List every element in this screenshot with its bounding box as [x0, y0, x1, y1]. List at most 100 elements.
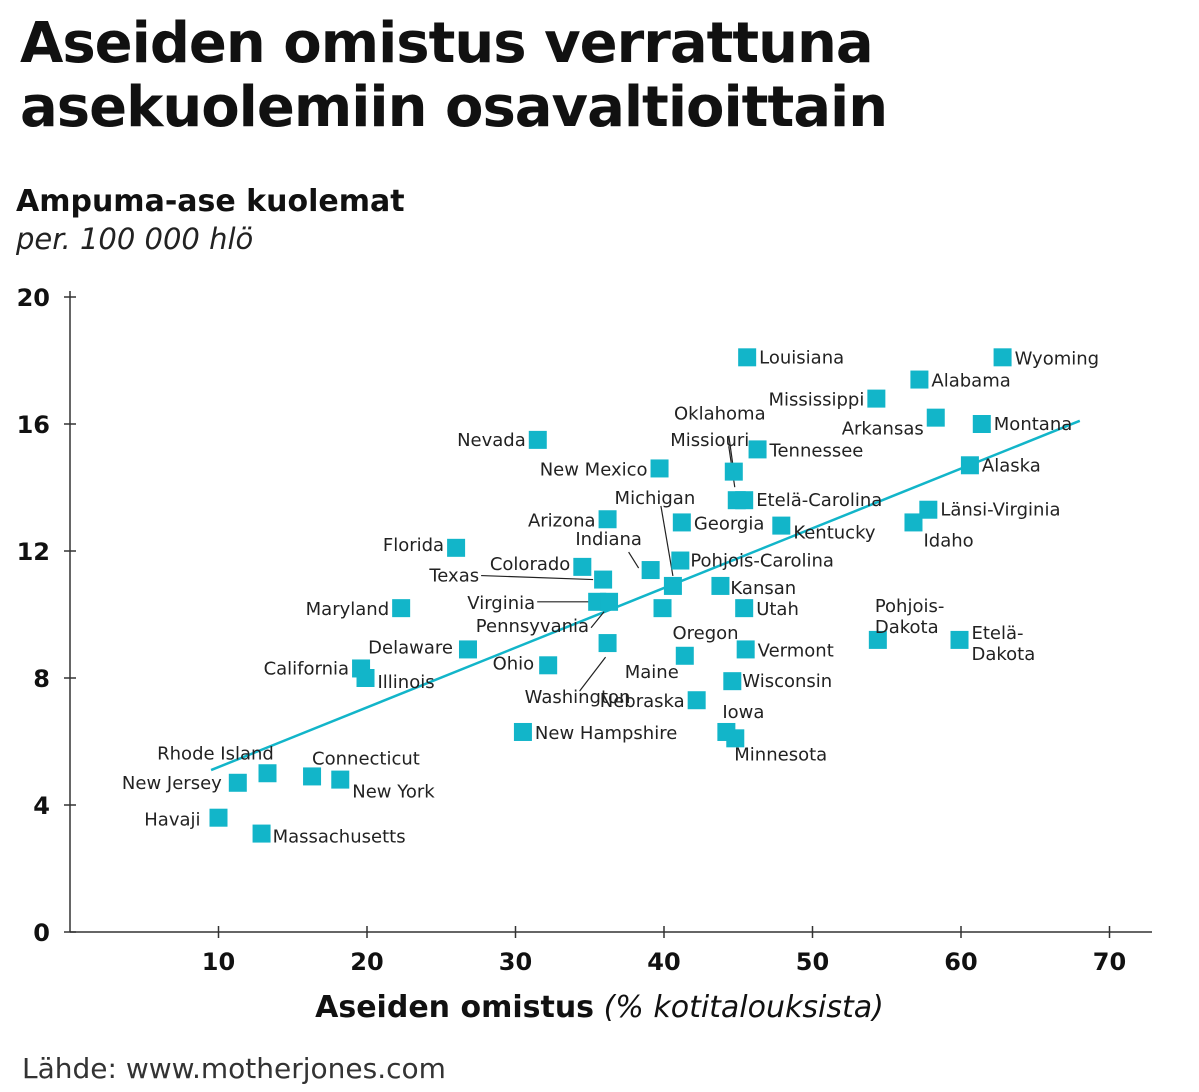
label-tennessee: Tennessee [769, 440, 864, 461]
marker-nebraska [687, 691, 706, 710]
chart-axes: 0 4 8 12 16 20 10 20 30 40 50 60 70 [17, 284, 1152, 976]
label-montana: Montana [994, 414, 1072, 435]
label-new-mexico: New Mexico [540, 459, 648, 480]
label-georgia: Georgia [694, 513, 765, 534]
label-maine: Maine [625, 662, 679, 683]
marker-oklahoma [724, 462, 743, 481]
label-pennsyvania: Pennsyvania [476, 616, 589, 637]
label-oklahoma: Oklahoma [674, 404, 766, 425]
x-tick-label: 60 [944, 948, 977, 976]
trend-line [210, 419, 1081, 772]
label-havaji: Havaji [144, 810, 200, 831]
label-l-nsi-virginia: Länsi-Virginia [940, 500, 1060, 521]
label-mississippi: Mississippi [768, 390, 864, 411]
marker-maryland [392, 599, 411, 618]
x-axis-label-main: Aseiden omistus [315, 990, 595, 1025]
leader-washington [579, 656, 607, 692]
x-tick-label: 70 [1093, 948, 1126, 976]
marker-new-mexico [650, 459, 669, 478]
marker-nevada [528, 430, 547, 449]
marker-wisconsin [723, 672, 742, 691]
marker-arizona [598, 510, 617, 529]
marker-florida [447, 538, 466, 557]
label-etel-dakota: Etelä-Dakota [972, 623, 1036, 665]
label-idaho: Idaho [923, 530, 973, 551]
x-tick-label: 10 [202, 948, 235, 976]
label-iowa: Iowa [722, 702, 764, 723]
label-california: California [264, 658, 349, 679]
y-axis-label: Ampuma-ase kuolemat [16, 184, 405, 219]
label-etel-carolina: Etelä-Carolina [756, 490, 882, 511]
leader-texas [481, 574, 594, 581]
chart-title-line-1: Aseiden omistus verrattuna [20, 11, 874, 76]
leader-indiana [628, 551, 640, 569]
label-illinois: Illinois [378, 672, 435, 693]
label-michigan: Michigan [615, 488, 696, 509]
marker-new-hampshire [513, 722, 532, 741]
label-virginia: Virginia [467, 593, 535, 614]
y-tick-label: 16 [17, 411, 50, 439]
label-vermont: Vermont [758, 640, 834, 661]
data-markers [209, 348, 1012, 843]
y-tick-label: 12 [17, 538, 50, 566]
marker-michigan [663, 576, 682, 595]
label-new-jersey: New Jersey [122, 773, 222, 794]
label-wisconsin: Wisconsin [742, 671, 832, 692]
marker-delaware [458, 640, 477, 659]
marker-washington [598, 634, 617, 653]
marker-ohio [539, 656, 558, 675]
label-ohio: Ohio [493, 653, 535, 674]
marker-louisiana [738, 348, 757, 367]
marker-l-nsi-virginia [919, 500, 938, 519]
label-massachusetts: Massachusetts [273, 827, 406, 848]
label-arizona: Arizona [528, 510, 596, 531]
marker-etel-dakota [950, 630, 969, 649]
marker-indiana [641, 561, 660, 580]
leader-michigan [660, 505, 674, 577]
marker-georgia [672, 513, 691, 532]
marker-minnesota [726, 729, 745, 748]
x-tick-label: 50 [796, 948, 829, 976]
marker-kansan [711, 576, 730, 595]
label-wyoming: Wyoming [1015, 348, 1100, 369]
marker-oregon [653, 599, 672, 618]
x-tick-label: 40 [647, 948, 680, 976]
marker-montana [972, 415, 991, 433]
label-colorado: Colorado [490, 554, 570, 575]
label-new-hampshire: New Hampshire [535, 723, 677, 744]
label-delaware: Delaware [368, 637, 453, 658]
x-tick-label: 30 [499, 948, 532, 976]
y-tick-label: 0 [33, 919, 50, 947]
marker-havaji [209, 808, 228, 827]
label-missiouri: Missiouri [670, 430, 749, 451]
marker-connecticut [303, 767, 322, 786]
leader-pennsyvania [590, 611, 605, 629]
x-axis-label-sub: (% kotitalouksista) [603, 990, 884, 1025]
chart-title: Aseiden omistus verrattuna asekuolemiin … [20, 11, 888, 140]
marker-vermont [736, 640, 755, 659]
y-tick-label: 8 [33, 665, 50, 693]
marker-arkansas [926, 408, 945, 427]
x-axis-label: Aseiden omistus (% kotitalouksista) [0, 990, 1199, 1025]
marker-new-york [331, 770, 350, 789]
label-indiana: Indiana [575, 529, 642, 550]
label-florida: Florida [383, 535, 444, 556]
label-rhode-island: Rhode Island [157, 743, 274, 764]
label-texas: Texas [428, 566, 479, 587]
label-alabama: Alabama [931, 371, 1010, 392]
label-louisiana: Louisiana [759, 347, 844, 368]
label-alaska: Alaska [982, 455, 1041, 476]
marker-etel-carolina [735, 491, 754, 510]
marker-rhode-island [258, 764, 277, 783]
label-minnesota: Minnesota [734, 744, 827, 765]
marker-alaska [960, 456, 979, 475]
chart-title-line-2: asekuolemiin osavaltioittain [20, 75, 888, 140]
marker-pohjois-dakota [868, 630, 887, 649]
label-pohjois-dakota: Pohjois-Dakota [875, 596, 945, 638]
marker-pohjois-carolina [671, 551, 690, 570]
marker-tennessee [748, 440, 767, 459]
marker-utah [735, 599, 754, 618]
trend-line-group [210, 419, 1081, 772]
